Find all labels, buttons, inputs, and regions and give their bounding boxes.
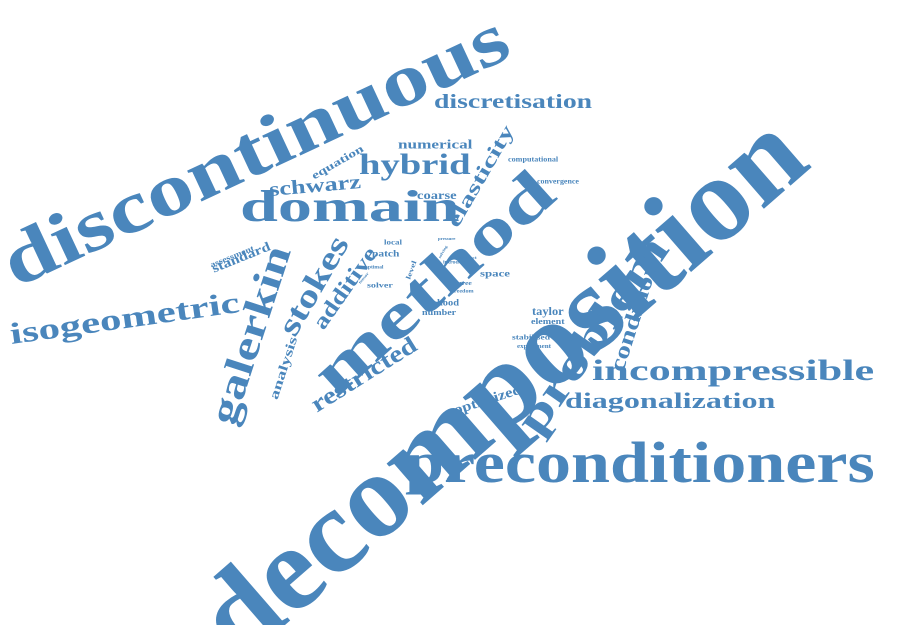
word-discretisation: discretisation (434, 91, 593, 113)
word-stabilised: stabilised (512, 333, 551, 342)
word-patch: patch (372, 248, 400, 259)
word-space: space (480, 268, 510, 279)
word-diagonalization: diagonalization (565, 388, 776, 413)
word-taylor: taylor (532, 304, 564, 318)
word-hood: hood (437, 297, 460, 308)
word-optimal: optimal (365, 265, 384, 271)
word-introduce: introduce (443, 260, 468, 266)
word-domain: domain (240, 182, 460, 231)
word-element: element (531, 317, 565, 326)
word-computational: computational (508, 155, 559, 164)
word-coarse: coarse (417, 188, 457, 202)
word-number: number (422, 308, 457, 317)
word-numerical: numerical (398, 136, 473, 152)
word-hybrid: hybrid (359, 148, 471, 181)
word-experiment: experiment (517, 344, 551, 350)
word-preconditioners: preconditioners (405, 430, 875, 495)
word-convergence: convergence (537, 177, 579, 186)
word-incompressible: incompressible (592, 354, 875, 387)
word-isogeometric: isogeometric (7, 286, 242, 351)
word-freedom: freedom (452, 289, 474, 295)
word-degree: degree (450, 281, 472, 287)
word-solver: solver (367, 281, 393, 290)
word-local: local (384, 238, 402, 247)
word-product: product (458, 255, 477, 260)
word-pressure: pressure (438, 236, 456, 241)
word-analysis: analysis (265, 334, 301, 402)
